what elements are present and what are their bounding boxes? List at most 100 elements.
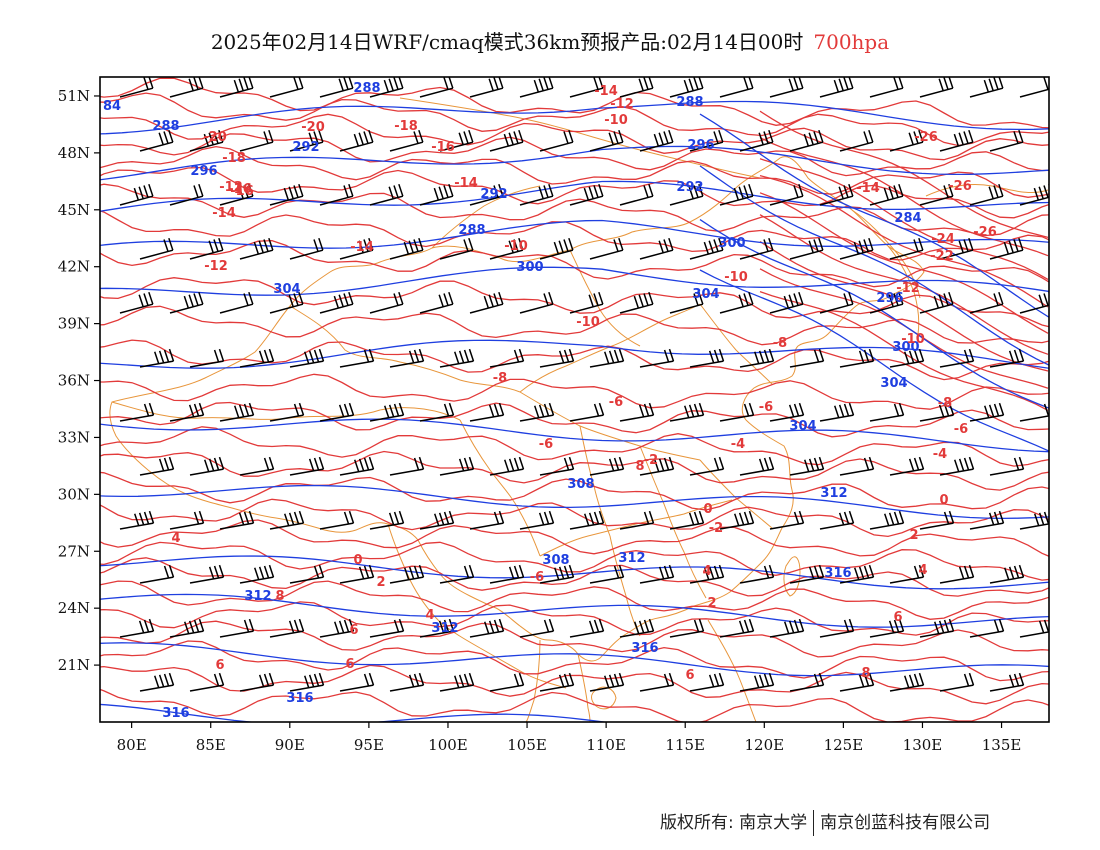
wind-barb xyxy=(139,237,174,260)
lon-tick-label: 95E xyxy=(354,736,384,754)
wind-barb xyxy=(339,348,375,368)
wind-barb xyxy=(639,129,674,152)
wind-barb xyxy=(219,183,254,206)
temperature-contour-label: 2 xyxy=(376,575,385,590)
wind-barb xyxy=(419,402,455,422)
wind-barb xyxy=(339,672,375,692)
wind-barb xyxy=(739,456,775,476)
wind-barb xyxy=(689,456,725,476)
lat-tick-label: 24N xyxy=(58,599,90,617)
wind-barb xyxy=(569,183,604,206)
map-title: 2025年02月14日WRF/cmaq模式36km预报产品:02月14日00时 7… xyxy=(0,26,1100,55)
wind-barb xyxy=(989,237,1024,260)
height-contour-line xyxy=(100,180,1049,212)
wind-barb xyxy=(639,348,675,368)
wind-barb xyxy=(389,672,425,692)
isotherm-line xyxy=(100,339,1049,381)
isotherm-line xyxy=(100,133,1049,177)
height-contour-line xyxy=(100,219,1049,249)
temperature-contour-label: -12 xyxy=(896,281,920,296)
wind-barb xyxy=(1019,619,1049,638)
wind-barb xyxy=(569,510,605,530)
wind-barb xyxy=(319,510,355,530)
lat-tick-label: 33N xyxy=(58,428,90,446)
temperature-contour-label: -26 xyxy=(914,130,938,145)
height-contour-label: 316 xyxy=(162,706,189,721)
lon-tick-label: 125E xyxy=(824,736,864,754)
temperature-contour-label: -20 xyxy=(301,120,325,135)
height-contour-label: 304 xyxy=(789,419,816,434)
temperature-contour-label: 2 xyxy=(707,596,716,611)
lon-tick-label: 130E xyxy=(903,736,943,754)
wind-barb xyxy=(389,564,425,584)
height-contour-label: 288 xyxy=(353,81,380,96)
wind-barb xyxy=(119,402,155,422)
height-contour-label: 312 xyxy=(431,621,458,636)
temperature-contour-label: -14 xyxy=(454,176,478,191)
height-contour-label: 304 xyxy=(880,376,907,391)
temperature-contour-label: -18 xyxy=(394,119,418,134)
temperature-contour-label: -6 xyxy=(954,422,968,437)
wind-barb xyxy=(189,348,225,368)
temperature-contour-label: -26 xyxy=(948,179,972,194)
wind-barb xyxy=(419,510,455,530)
wind-barb xyxy=(339,456,375,476)
temperature-contour-label: -6 xyxy=(530,570,544,585)
wind-barb xyxy=(369,618,405,638)
height-contour-label: 284 xyxy=(894,211,921,226)
lat-tick-label: 30N xyxy=(58,485,90,503)
temperature-contour-label: 0 xyxy=(353,553,362,568)
wind-barb xyxy=(269,618,305,638)
height-contour-label: 304 xyxy=(692,287,719,302)
wind-barb xyxy=(189,456,225,476)
wind-barb xyxy=(739,237,774,260)
wind-barb xyxy=(139,564,175,584)
lat-tick-label: 27N xyxy=(58,542,90,560)
height-contour-line xyxy=(100,484,1049,520)
wind-barb xyxy=(139,348,175,368)
temperature-contour-label: 4 xyxy=(918,563,927,578)
temperature-contour-label: -20 xyxy=(203,130,227,145)
wind-barb xyxy=(939,237,974,260)
temperature-contour-label: -2 xyxy=(709,521,723,536)
wind-barb xyxy=(969,618,1005,638)
temperature-contour-label: -24 xyxy=(931,232,955,247)
wind-barb xyxy=(339,237,374,260)
wind-barb xyxy=(189,672,225,692)
height-contour-label: 304 xyxy=(273,282,300,297)
wind-barb xyxy=(789,237,824,260)
temperature-contour-label: -14 xyxy=(594,84,618,99)
temperature-contour-label: -18 xyxy=(222,151,246,166)
copyright-text: 版权所有: 南京大学 xyxy=(660,813,808,833)
height-contour-label: 84 xyxy=(103,99,121,114)
wind-barb xyxy=(469,618,505,638)
wind-barb xyxy=(689,672,725,692)
wind-barb xyxy=(569,291,604,314)
title-main: 2025年02月14日WRF/cmaq模式36km预报产品:02月14日00时 xyxy=(210,30,804,54)
wind-barb xyxy=(389,348,425,368)
wind-barb xyxy=(1019,292,1049,314)
footer: 版权所有: 南京大学 南京创蓝科技有限公司 xyxy=(660,808,990,836)
isotherm-line xyxy=(100,471,1049,511)
wind-barb xyxy=(289,672,325,692)
wind-barb xyxy=(369,402,405,422)
wind-barb xyxy=(519,77,554,98)
lat-tick-label: 45N xyxy=(58,201,90,219)
wind-barb xyxy=(939,129,974,152)
wind-barb xyxy=(489,129,524,152)
wind-barb xyxy=(789,348,825,368)
wind-barb xyxy=(989,348,1025,368)
wind-barb xyxy=(269,77,304,98)
wind-barb xyxy=(939,348,975,368)
wind-barb xyxy=(139,672,175,692)
height-contour-line xyxy=(100,642,1049,677)
temperature-contour-label: 4 xyxy=(171,531,180,546)
temperature-contour-label: -10 xyxy=(724,270,748,285)
wind-barb xyxy=(569,618,605,638)
wind-barb xyxy=(389,237,424,260)
lon-tick-label: 115E xyxy=(665,736,705,754)
temperature-contour-label: 6 xyxy=(349,623,358,638)
wind-barb xyxy=(589,348,625,368)
wind-barb xyxy=(789,456,825,476)
